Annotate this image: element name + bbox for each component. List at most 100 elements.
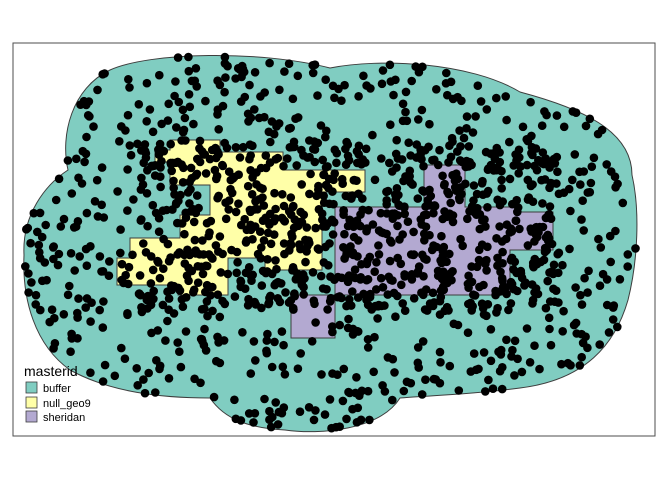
- point-marker: [158, 300, 168, 310]
- legend-swatch-buffer: [25, 381, 38, 394]
- point-marker: [265, 415, 274, 425]
- point-marker: [436, 358, 445, 367]
- point-marker: [398, 116, 408, 126]
- point-marker: [418, 337, 428, 346]
- point-marker: [267, 362, 277, 372]
- point-marker: [284, 124, 294, 133]
- point-marker: [293, 271, 302, 281]
- point-marker: [409, 250, 419, 259]
- point-marker: [173, 218, 182, 228]
- point-marker: [507, 352, 516, 361]
- point-marker: [481, 387, 490, 396]
- point-marker: [191, 171, 201, 180]
- point-marker: [320, 410, 330, 419]
- point-marker: [515, 224, 524, 234]
- point-marker: [218, 161, 228, 171]
- point-marker: [137, 307, 147, 317]
- point-marker: [241, 238, 251, 247]
- point-marker: [259, 201, 269, 210]
- point-marker: [425, 230, 434, 240]
- point-marker: [49, 344, 58, 353]
- point-marker: [417, 105, 427, 115]
- point-marker: [378, 381, 387, 390]
- point-marker: [456, 183, 465, 192]
- point-marker: [339, 364, 349, 374]
- point-marker: [292, 161, 302, 170]
- point-marker: [497, 184, 507, 193]
- point-marker: [615, 275, 625, 284]
- point-marker: [104, 271, 114, 281]
- point-marker: [549, 284, 558, 294]
- point-marker: [123, 110, 133, 120]
- point-marker: [35, 208, 45, 218]
- point-marker: [98, 377, 108, 386]
- point-marker: [316, 121, 326, 130]
- point-marker: [170, 91, 179, 101]
- point-marker: [364, 205, 373, 215]
- point-marker: [419, 272, 428, 281]
- point-marker: [332, 158, 341, 168]
- point-marker: [295, 407, 305, 417]
- point-marker: [526, 97, 535, 107]
- point-marker: [357, 386, 367, 396]
- point-marker: [260, 394, 269, 404]
- point-marker: [409, 227, 418, 237]
- point-marker: [328, 230, 338, 239]
- point-marker: [457, 96, 466, 106]
- point-marker: [307, 337, 317, 346]
- point-marker: [369, 367, 379, 377]
- point-marker: [472, 210, 481, 219]
- point-marker: [169, 183, 178, 193]
- point-marker: [240, 92, 250, 102]
- point-marker: [263, 254, 272, 264]
- point-marker: [463, 279, 473, 289]
- point-marker: [545, 163, 554, 172]
- point-marker: [139, 239, 148, 248]
- point-marker: [426, 191, 436, 201]
- point-marker: [221, 73, 230, 82]
- point-marker: [495, 200, 505, 210]
- point-marker: [385, 60, 395, 70]
- point-marker: [433, 271, 443, 281]
- point-marker: [244, 263, 254, 272]
- point-marker: [361, 144, 371, 154]
- point-marker: [478, 216, 487, 225]
- point-marker: [259, 236, 269, 245]
- point-marker: [554, 189, 564, 199]
- point-marker: [284, 59, 294, 68]
- point-marker: [190, 374, 199, 384]
- point-marker: [357, 260, 366, 269]
- point-marker: [123, 206, 132, 215]
- point-marker: [398, 230, 408, 239]
- point-marker: [322, 285, 331, 294]
- point-marker: [283, 154, 292, 163]
- point-marker: [613, 322, 622, 332]
- point-marker: [184, 263, 193, 273]
- point-marker: [391, 190, 400, 199]
- point-marker: [63, 290, 73, 300]
- point-marker: [530, 341, 539, 351]
- point-marker: [215, 358, 225, 368]
- point-marker: [448, 94, 458, 104]
- point-marker: [35, 248, 44, 257]
- point-marker: [166, 139, 175, 149]
- point-marker: [398, 299, 408, 308]
- point-marker: [530, 237, 539, 246]
- point-marker: [565, 244, 574, 254]
- point-marker: [440, 179, 449, 189]
- point-marker: [51, 195, 61, 205]
- point-marker: [566, 361, 575, 370]
- point-marker: [321, 132, 330, 142]
- point-marker: [142, 117, 151, 126]
- point-marker: [90, 197, 100, 206]
- point-marker: [304, 236, 313, 245]
- point-marker: [309, 415, 319, 425]
- point-marker: [585, 114, 595, 124]
- point-marker: [587, 162, 597, 171]
- point-marker: [549, 260, 559, 270]
- point-marker: [246, 369, 256, 378]
- point-marker: [577, 300, 587, 309]
- point-marker: [417, 390, 427, 399]
- point-marker: [163, 116, 173, 125]
- point-marker: [192, 191, 202, 200]
